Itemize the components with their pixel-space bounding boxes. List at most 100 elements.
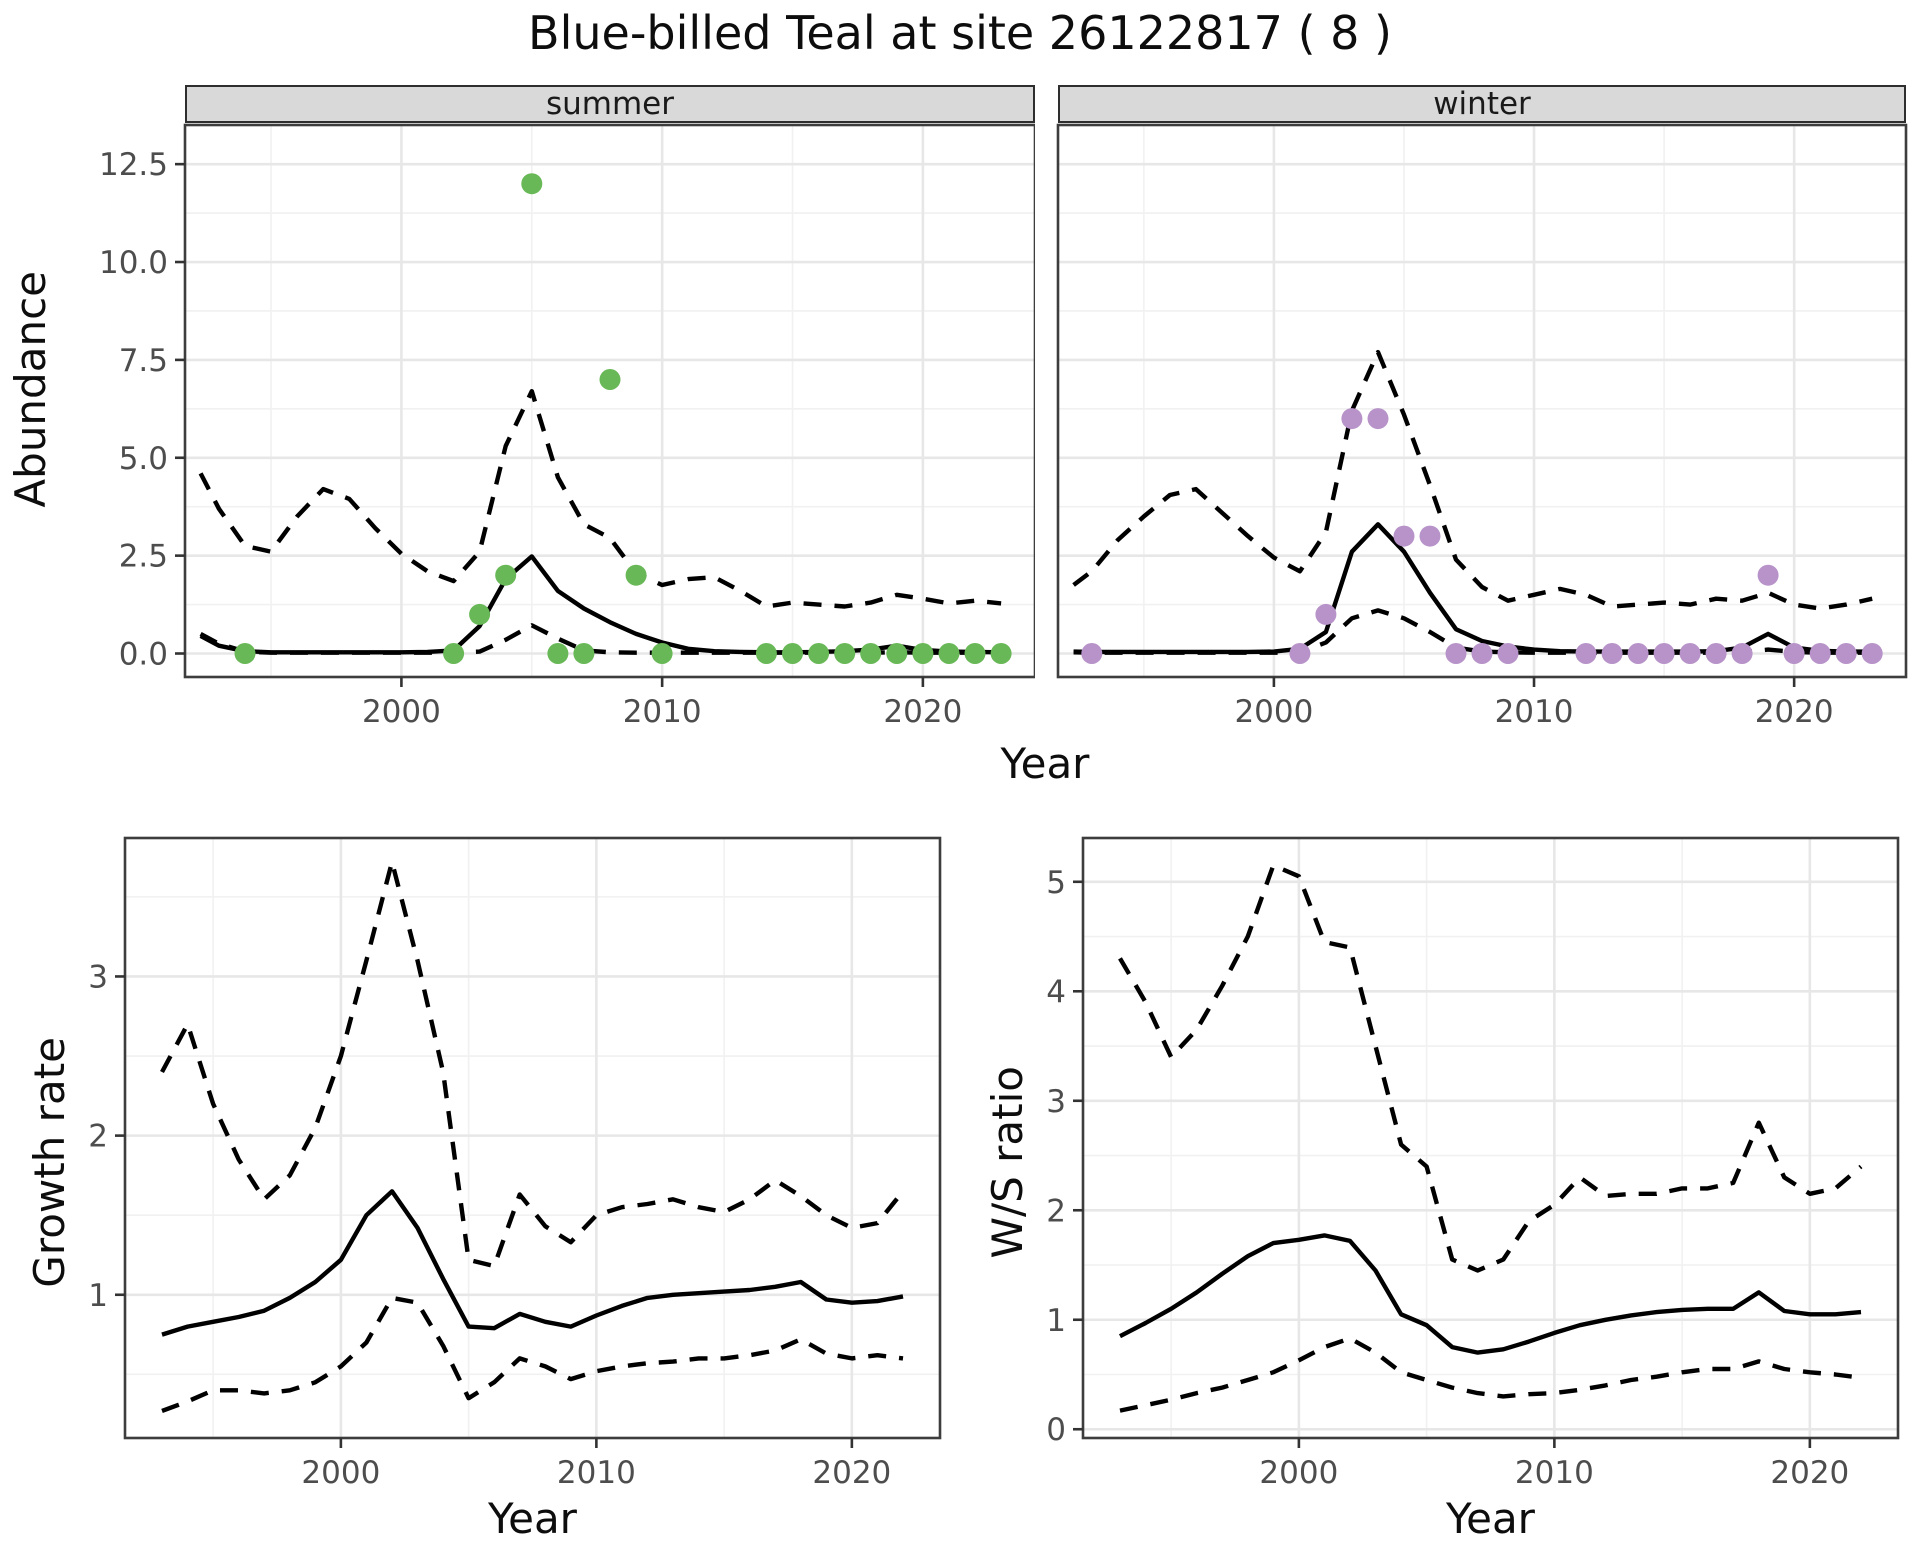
- facet-panel-summer: summer 2000 2010 2020 0.0 2.5 5.0 7.5 10.0 12.5: [60, 84, 1035, 735]
- facet-strip-winter: winter: [1058, 84, 1906, 123]
- growth-rate-mean-line: [161, 1188, 904, 1337]
- abundance-winter-observation-point: [1757, 564, 1779, 586]
- growth-rate-x-axis-title: Year: [488, 1493, 577, 1543]
- abundance-winter-observation-point: [1471, 642, 1493, 664]
- facet-strip-summer: summer: [185, 84, 1035, 123]
- x-tick-label: 2000: [1234, 694, 1313, 730]
- y-tick-label: 12.5: [99, 147, 168, 183]
- y-tick-label: 5: [1046, 864, 1066, 900]
- x-tick-label: 2010: [623, 694, 702, 730]
- abundance-winter-observation-point: [1367, 407, 1389, 429]
- y-tick-label: 2: [88, 1118, 108, 1154]
- facet-panel-winter: winter 2000 2010 2020: [1055, 84, 1909, 735]
- abundance-winter-observation-point: [1315, 603, 1337, 625]
- ws-ratio-x-axis-title: Year: [1446, 1493, 1535, 1543]
- abundance-summer-observation-point: [938, 642, 960, 664]
- x-tick-label: 2020: [812, 1455, 891, 1491]
- abundance-winter-observation-point: [1601, 642, 1623, 664]
- x-tick-label: 2000: [362, 694, 441, 730]
- x-tick-label: 2020: [1770, 1455, 1849, 1491]
- abundance-summer-observation-point: [625, 564, 647, 586]
- abundance-x-axis-title: Year: [1000, 738, 1090, 788]
- abundance-summer-panel-bg: [185, 124, 1035, 677]
- growth-rate-panel: 2000 2010 2020 1 2 3 Year: [70, 834, 950, 1543]
- ws-ratio-axis-title-gutter: W/S ratio: [983, 834, 1032, 1543]
- abundance-summer-observation-point: [651, 642, 673, 664]
- ws-ratio-upper-ci-line: [1118, 862, 1863, 1273]
- abundance-winter-observation-point: [1783, 642, 1805, 664]
- x-tick-label: 2000: [301, 1455, 380, 1491]
- y-tick-label: 1: [88, 1277, 108, 1313]
- abundance-axis-title-gutter: Abundance: [0, 85, 60, 735]
- abundance-winter-panel-bg: [1058, 124, 1906, 677]
- y-tick-label: 10.0: [99, 245, 168, 281]
- growth-rate-axis-title-gutter: Growth rate: [25, 834, 74, 1543]
- growth-rate-plot: 2000 2010 2020 1 2 3: [88, 836, 942, 1491]
- ws-ratio-plot: 2000 2010 2020 0 1 2 3 4 5: [1046, 836, 1900, 1491]
- y-tick-label: 1: [1046, 1302, 1066, 1338]
- abundance-winter-observation-point: [1809, 642, 1831, 664]
- ws-ratio-mean-line: [1118, 1232, 1862, 1355]
- abundance-summer-observation-point: [755, 642, 777, 664]
- abundance-summer-observation-point: [860, 642, 882, 664]
- ws-ratio-panel-bg: [1083, 837, 1898, 1438]
- x-tick-label: 2020: [1755, 694, 1834, 730]
- x-tick-label: 2020: [883, 694, 962, 730]
- abundance-winter-upper-ci-line: [1072, 349, 1873, 611]
- abundance-winter-observation-point: [1445, 642, 1467, 664]
- derived-metrics-row: Growth rate 2000 2010 2020 1 2 3 Year W/S rat…: [0, 834, 1920, 1543]
- abundance-summer-upper-ci-line: [198, 388, 1002, 609]
- abundance-summer-observation-point: [495, 564, 517, 586]
- abundance-summer-observation-point: [521, 172, 543, 194]
- abundance-winter-observation-point: [1835, 642, 1857, 664]
- y-tick-label: 3: [88, 959, 108, 995]
- abundance-summer-observation-point: [886, 642, 908, 664]
- growth-rate-block: Growth rate 2000 2010 2020 1 2 3 Year: [25, 834, 950, 1543]
- ws-ratio-panel-border: [1081, 836, 1900, 1439]
- abundance-winter-observation-point: [1419, 525, 1441, 547]
- y-tick-label: 4: [1046, 974, 1066, 1010]
- abundance-axis-title: Abundance: [5, 271, 55, 508]
- ws-ratio-lower-ci-line: [1119, 1335, 1862, 1413]
- abundance-summer-observation-point: [912, 642, 934, 664]
- abundance-row: Abundance summer 2000 2010 2020 0.0 2.5 5.0 7.…: [0, 84, 1920, 735]
- x-tick-label: 2010: [1515, 1455, 1594, 1491]
- abundance-summer-observation-point: [469, 603, 491, 625]
- abundance-summer-observation-point: [234, 642, 256, 664]
- abundance-winter-observation-point: [1705, 642, 1727, 664]
- abundance-summer-observation-point: [782, 642, 803, 664]
- abundance-winter-observation-point: [1731, 642, 1753, 664]
- growth-rate-axis-title: Growth rate: [24, 1036, 74, 1288]
- abundance-winter-observation-point: [1289, 642, 1311, 664]
- abundance-winter-observation-point: [1393, 525, 1415, 547]
- x-tick-label: 2010: [1495, 694, 1574, 730]
- ws-ratio-axis-title: W/S ratio: [982, 1065, 1032, 1259]
- abundance-winter-observation-point: [1081, 642, 1103, 664]
- abundance-summer-observation-point: [573, 642, 595, 664]
- ws-ratio-panel: 2000 2010 2020 0 1 2 3 4 5 Year: [1028, 834, 1908, 1543]
- y-tick-label: 2.5: [119, 538, 168, 574]
- abundance-winter-observation-point: [1861, 642, 1883, 664]
- abundance-summer-observation-point: [834, 642, 856, 664]
- plot-title: Blue-billed Teal at site 26122817 ( 8 ): [528, 6, 1392, 60]
- abundance-summer-observation-point: [547, 642, 569, 664]
- abundance-winter-observation-point: [1497, 642, 1519, 664]
- y-tick-label: 2: [1046, 1193, 1066, 1229]
- abundance-winter-panel-border: [1056, 123, 1908, 678]
- abundance-summer-observation-point: [990, 642, 1012, 664]
- growth-rate-lower-ci-line: [161, 1295, 904, 1413]
- abundance-summer-observation-point: [964, 642, 986, 664]
- y-tick-label: 0: [1046, 1412, 1066, 1448]
- y-tick-label: 3: [1046, 1083, 1066, 1119]
- abundance-winter-observation-point: [1341, 407, 1363, 429]
- abundance-winter-observation-point: [1575, 642, 1597, 664]
- summer-abundance-plot: 2000 2010 2020 0.0 2.5 5.0 7.5 10.0 12.5: [99, 123, 1035, 730]
- abundance-summer-observation-point: [808, 642, 830, 664]
- growth-rate-panel-border: [123, 836, 942, 1439]
- abundance-winter-observation-point: [1679, 642, 1701, 664]
- abundance-summer-observation-point: [443, 642, 465, 664]
- abundance-summer-panel-border: [183, 123, 1035, 678]
- y-tick-label: 5.0: [119, 440, 168, 476]
- abundance-winter-observation-point: [1653, 642, 1675, 664]
